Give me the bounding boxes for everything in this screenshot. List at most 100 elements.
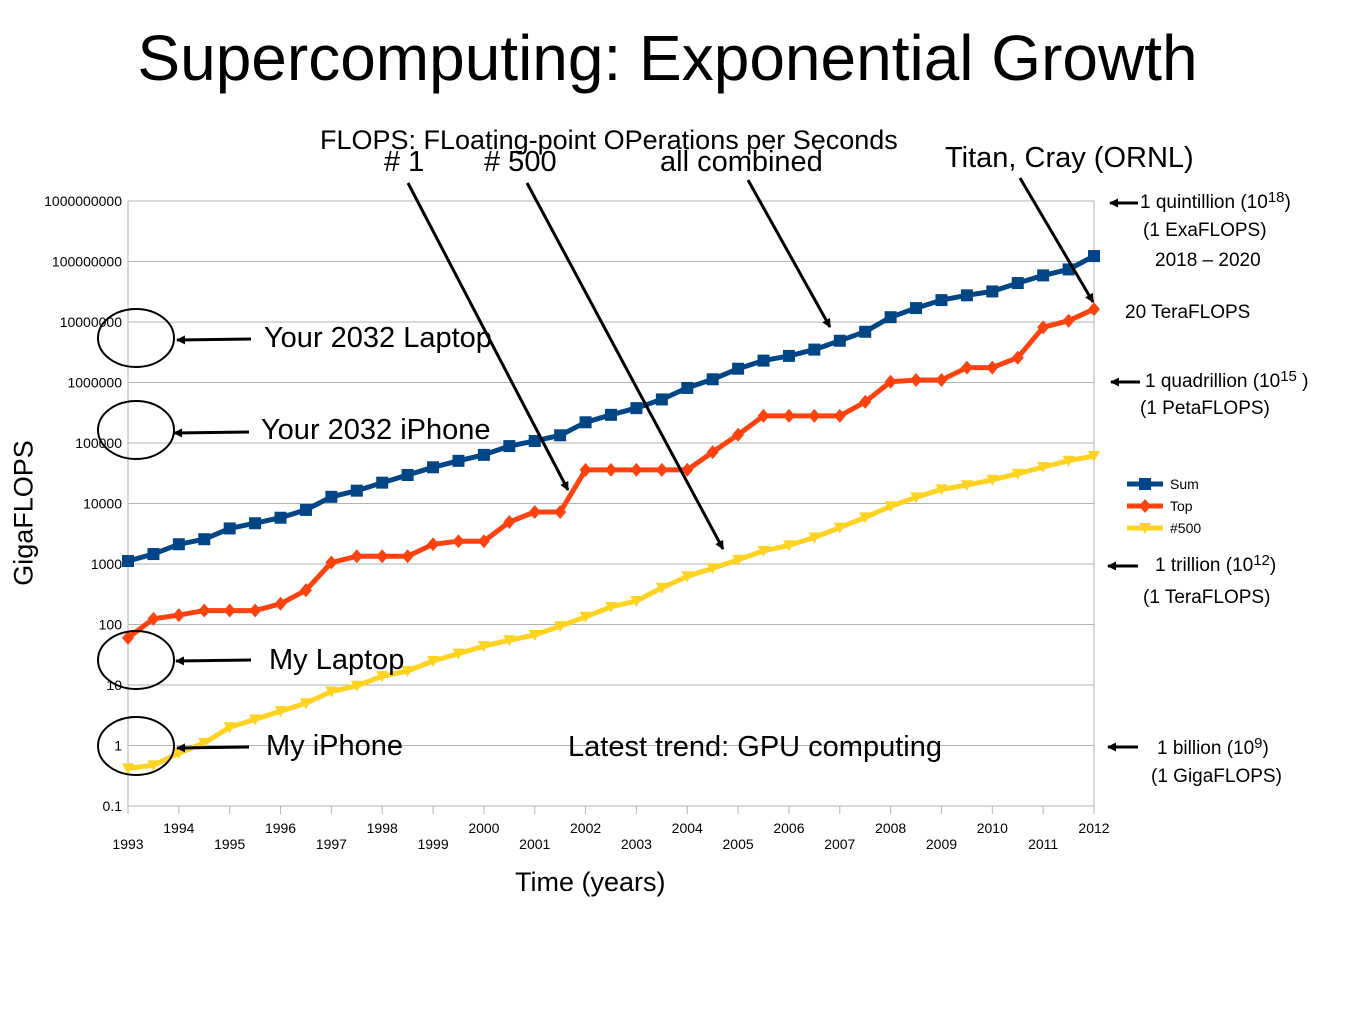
data-point-sum [859, 325, 872, 338]
chart-legend: Sum Top #500 [1127, 476, 1201, 536]
annotation-all-combined: all combined [660, 146, 823, 178]
data-point-sum [706, 373, 719, 386]
label-my-laptop: My Laptop [269, 644, 405, 676]
data-point-500 [1011, 468, 1024, 480]
legend-label-sum: Sum [1170, 476, 1199, 492]
data-point-500 [681, 571, 694, 583]
x-tick-label: 2012 [1078, 820, 1109, 836]
data-point-sum [147, 548, 160, 561]
data-point-top [782, 408, 795, 423]
data-point-500 [376, 671, 389, 683]
data-point-top [986, 360, 999, 375]
data-point-top [427, 537, 440, 552]
arrow-rank-500 [525, 182, 725, 550]
arrow-your-2032-laptop [176, 335, 252, 345]
data-point-500 [579, 611, 592, 623]
data-point-sum [376, 476, 389, 489]
data-point-500 [299, 698, 312, 710]
label-petaflops: (1 PetaFLOPS) [1140, 398, 1270, 419]
data-point-sum [833, 334, 846, 347]
x-tick-label: 1994 [163, 820, 194, 836]
x-tick-label: 2009 [926, 836, 957, 852]
data-point-sum [681, 381, 694, 394]
data-point-sum [528, 434, 541, 447]
annotation-titan: Titan, Cray (ORNL) [945, 142, 1194, 174]
label-exa-years: 2018 – 2020 [1155, 250, 1261, 271]
data-point-500 [757, 545, 770, 557]
data-point-500 [910, 492, 923, 504]
arrow-rank-1 [406, 182, 570, 491]
label-billion: 1 billion (109) [1157, 735, 1269, 759]
data-point-top [401, 549, 414, 564]
data-point-sum [122, 555, 134, 568]
x-tick-label: 2010 [977, 820, 1008, 836]
page-title: Supercomputing: Exponential Growth [137, 22, 1198, 94]
data-point-sum [452, 454, 465, 467]
data-point-500 [605, 601, 617, 613]
data-point-sum [986, 285, 999, 298]
data-point-top [630, 462, 643, 477]
annotation-rank-1: # 1 [384, 146, 425, 178]
data-point-top [757, 408, 770, 423]
data-point-500 [401, 666, 414, 678]
y-tick-label: 100000 [75, 435, 122, 451]
y-tick-label: 100000000 [52, 254, 122, 270]
y-tick-label: 1000000 [67, 375, 122, 391]
data-point-500 [630, 595, 643, 607]
data-point-500 [1139, 523, 1151, 534]
y-tick-label: 10000000 [60, 314, 123, 330]
data-point-500 [884, 501, 897, 513]
data-point-sum [299, 503, 312, 516]
data-point-500 [782, 540, 795, 552]
x-tick-label: 2003 [621, 836, 652, 852]
data-point-top [249, 603, 262, 618]
data-point-sum [503, 440, 516, 453]
data-point-sum [427, 461, 440, 474]
data-point-500 [1062, 455, 1075, 467]
label-trillion: 1 trillion (1012) [1155, 552, 1277, 576]
data-point-sum [401, 468, 414, 481]
data-point-500 [655, 582, 668, 594]
data-point-top [833, 408, 846, 423]
x-tick-label: 1999 [417, 836, 448, 852]
data-point-top [223, 603, 236, 618]
data-point-sum [960, 289, 973, 302]
data-point-top [655, 462, 668, 477]
data-point-sum [554, 429, 567, 442]
data-point-top [1037, 320, 1050, 335]
x-tick-label: 1997 [316, 836, 347, 852]
x-tick-label: 1998 [367, 820, 398, 836]
data-point-top [528, 505, 541, 520]
data-point-top [554, 505, 567, 520]
circle-your-2032-iphone [97, 400, 175, 460]
label-your-2032-laptop: Your 2032 Laptop [264, 322, 492, 354]
x-tick-label: 2000 [468, 820, 499, 836]
data-point-top [859, 394, 872, 409]
data-point-top [274, 596, 287, 611]
data-point-500 [122, 763, 134, 775]
data-point-500 [274, 706, 287, 718]
data-point-500 [452, 648, 465, 660]
data-point-top [1062, 313, 1075, 328]
data-point-top [452, 534, 465, 549]
data-point-500 [808, 532, 821, 544]
annotation-rank-500: # 500 [484, 146, 557, 178]
data-point-500 [986, 474, 999, 486]
data-point-top [376, 549, 389, 564]
x-tick-label: 2004 [672, 820, 703, 836]
data-point-sum [808, 343, 821, 356]
data-point-top [122, 630, 134, 645]
y-tick-label: 10000 [83, 496, 122, 512]
legend-label-n500: #500 [1170, 520, 1201, 536]
data-point-top [910, 372, 923, 387]
data-point-sum [477, 448, 490, 461]
data-point-500 [732, 554, 745, 566]
arrow-titan [1018, 177, 1095, 303]
data-point-sum [1139, 478, 1151, 490]
label-my-iphone: My iPhone [266, 730, 404, 762]
data-point-500 [706, 563, 719, 575]
circle-my-iphone [97, 716, 175, 776]
y-tick-label: 1 [114, 738, 122, 754]
